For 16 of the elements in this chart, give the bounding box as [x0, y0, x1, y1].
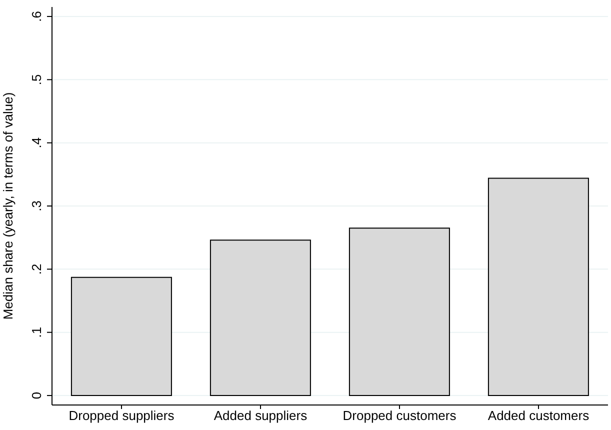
y-tick-label: .2: [29, 264, 44, 275]
x-tick-label: Dropped customers: [342, 408, 457, 424]
bar: [70, 276, 172, 396]
y-axis-title: Median share (yearly, in terms of value): [0, 92, 16, 320]
bar: [210, 240, 311, 396]
y-tick-label: .5: [29, 74, 44, 86]
y-tick-label: .1: [29, 326, 44, 338]
x-tick-label: Dropped suppliers: [68, 408, 175, 424]
y-tick-label: .3: [29, 200, 44, 212]
x-tick-label: Added customers: [488, 408, 590, 424]
bar: [488, 178, 589, 396]
bar: [348, 228, 450, 396]
y-tick-label: 0: [29, 392, 44, 400]
y-tick-label: .6: [29, 11, 44, 22]
x-tick-label: Added suppliers: [214, 408, 308, 424]
y-tick-label: .4: [29, 137, 44, 148]
